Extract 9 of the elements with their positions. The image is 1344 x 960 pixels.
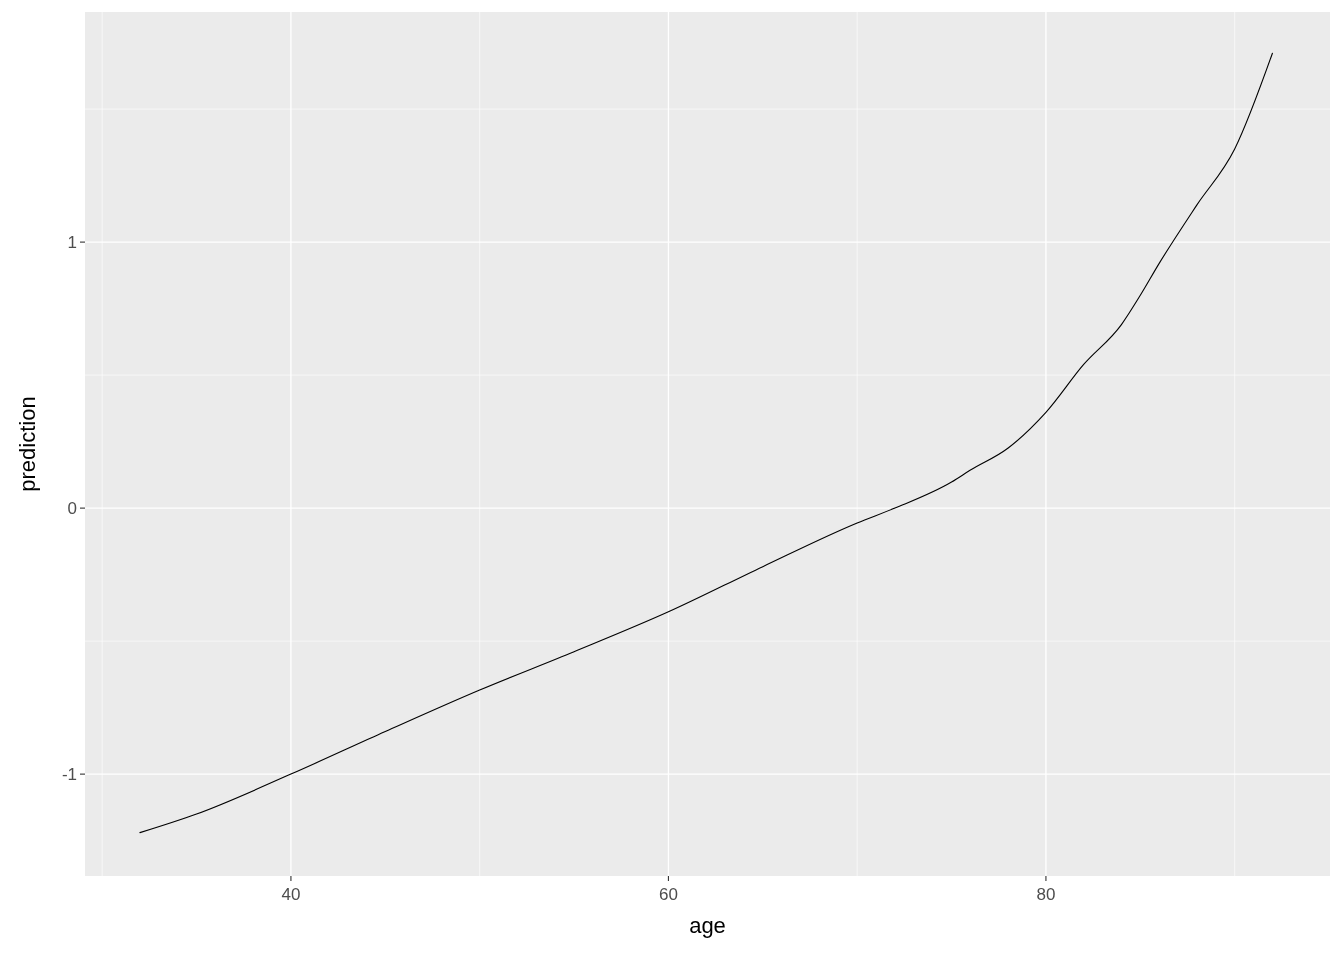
y-tick-label: 1 (67, 233, 77, 253)
x-tick-label: 60 (658, 885, 678, 904)
x-tick-label: 40 (281, 885, 301, 904)
y-tick-label: 0 (67, 499, 77, 519)
y-tick-label: -1 (61, 765, 77, 785)
x-axis-title: age (689, 913, 726, 938)
line-series (139, 52, 1273, 834)
x-tick-label: 80 (1036, 885, 1056, 904)
y-axis-title: prediction (15, 396, 40, 492)
